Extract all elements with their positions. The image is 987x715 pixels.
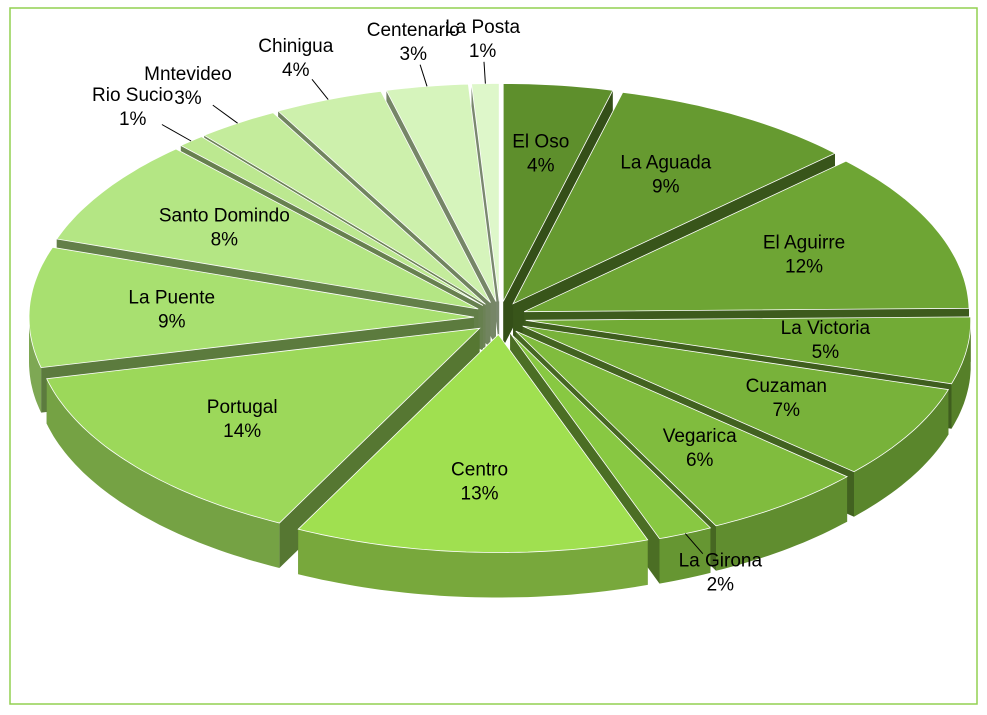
slice-top bbox=[277, 90, 491, 303]
slice-value-label: 3% bbox=[174, 88, 202, 109]
slice-wall bbox=[951, 320, 971, 429]
slice-top bbox=[512, 91, 836, 305]
slice-top bbox=[28, 246, 475, 369]
slice-label: Portugal bbox=[207, 397, 278, 418]
slice-top bbox=[515, 330, 849, 527]
slice-label: La Posta bbox=[445, 17, 520, 38]
slice-label: Santo Domindo bbox=[159, 205, 290, 226]
slice-top bbox=[525, 316, 972, 385]
slice-top bbox=[297, 333, 649, 553]
slice-wall bbox=[29, 317, 42, 413]
slice-value-label: 2% bbox=[707, 575, 735, 596]
slice-value-label: 8% bbox=[211, 229, 239, 250]
slice-value-label: 7% bbox=[773, 400, 801, 421]
slice-value-label: 12% bbox=[785, 257, 823, 278]
slice-value-label: 3% bbox=[400, 44, 428, 65]
slice-label: Cuzaman bbox=[746, 376, 827, 397]
slice-label: Centro bbox=[451, 459, 508, 480]
slice-value-label: 13% bbox=[461, 483, 499, 504]
leader-line bbox=[161, 124, 192, 142]
slice-value-label: 6% bbox=[686, 450, 714, 471]
slice-value-label: 1% bbox=[119, 109, 147, 130]
leader-line bbox=[311, 78, 329, 100]
slice-wall bbox=[854, 389, 949, 517]
slice-label: La Puente bbox=[128, 287, 215, 308]
leader-line bbox=[419, 64, 428, 87]
slice-label: El Oso bbox=[512, 131, 569, 152]
slice-value-label: 5% bbox=[812, 342, 840, 363]
slice-value-label: 1% bbox=[469, 41, 497, 62]
slice bbox=[297, 333, 649, 598]
slice-label: La Aguada bbox=[620, 153, 711, 174]
slice-top bbox=[522, 325, 950, 473]
slice-label: La Victoria bbox=[781, 318, 871, 339]
slice-top bbox=[46, 327, 481, 524]
slice-label: Rio Sucio bbox=[92, 85, 173, 106]
slice-top bbox=[502, 83, 614, 302]
slice-label: Chinigua bbox=[258, 36, 333, 57]
slice-wall bbox=[716, 476, 848, 571]
slice-value-label: 9% bbox=[158, 311, 186, 332]
slice-top bbox=[55, 148, 479, 310]
leader-line bbox=[483, 61, 486, 84]
slice-label: Vegarica bbox=[663, 426, 737, 447]
slice-wall bbox=[298, 529, 648, 598]
slice-top bbox=[523, 160, 970, 313]
slice-wall bbox=[659, 527, 711, 584]
leader-line bbox=[212, 104, 238, 124]
leader-line bbox=[684, 533, 704, 555]
slice-label: Centenario bbox=[367, 20, 460, 41]
slice-wall bbox=[46, 378, 280, 568]
slice-value-label: 4% bbox=[282, 60, 310, 81]
slice-label: Mntevideo bbox=[144, 64, 232, 85]
slice-value-label: 4% bbox=[527, 155, 555, 176]
slice-label: El Aguirre bbox=[763, 233, 845, 254]
slice-label: La Girona bbox=[679, 551, 763, 572]
slice-value-label: 14% bbox=[223, 421, 261, 442]
slice-value-label: 9% bbox=[652, 177, 680, 198]
